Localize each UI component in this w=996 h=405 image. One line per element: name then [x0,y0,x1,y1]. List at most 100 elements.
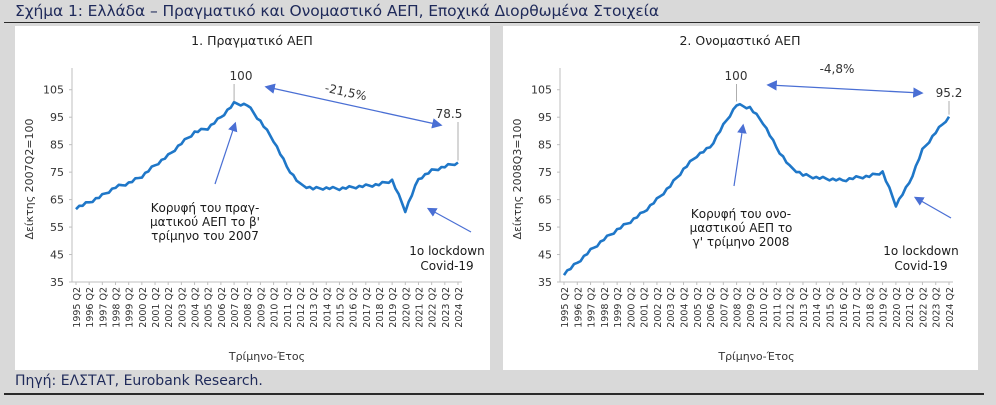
x-tick-label: 2011 Q2 [283,287,294,328]
x-tick-label: 2019 Q2 [388,287,399,328]
change-arrow [264,83,443,129]
peak-note-line: γ' τρίμηνο 2008 [693,235,790,249]
x-tick-label: 2018 Q2 [375,287,386,328]
y-tick-label: 55 [50,221,64,234]
x-tick-label: 2008 Q2 [733,287,744,328]
x-tick-label: 2002 Q2 [653,287,664,328]
x-tick-label: 2009 Q2 [256,287,267,328]
x-tick-label: 1997 Q2 [98,287,109,328]
x-tick-label: 2001 Q2 [640,287,651,328]
x-tick-label: 2007 Q2 [719,287,730,328]
x-tick-label: 2004 Q2 [191,287,202,328]
peak-note-line: μαστικού ΑΕΠ το [690,221,793,235]
x-axis-label: Τρίμηνο-Έτος [228,350,305,363]
peak-note-line: Κορυφή του ονο- [691,207,791,221]
x-tick-label: 1996 Q2 [85,287,96,328]
x-tick-label: 2023 Q2 [441,287,452,328]
change-label: -4,8% [820,62,855,76]
x-tick-label: 2009 Q2 [746,287,757,328]
x-tick-label: 2005 Q2 [204,287,215,328]
y-tick-label: 95 [538,111,552,124]
x-tick-label: 2015 Q2 [335,287,346,328]
x-tick-label: 1999 Q2 [613,287,624,328]
x-tick-label: 2012 Q2 [786,287,797,328]
y-axis-label: Δείκτης 2007Q2=100 [23,118,36,239]
x-tick-label: 1995 Q2 [560,287,571,328]
x-tick-label: 2003 Q2 [177,287,188,328]
x-tick-label: 2008 Q2 [243,287,254,328]
x-tick-label: 1998 Q2 [600,287,611,328]
chart-panel-nominal-gdp: 2. Ονομαστικό ΑΕΠ 35 45 55 65 75 85 95 105 Δείκτη… [503,26,978,370]
bottom-divider [4,393,984,395]
change-label: -21,5% [324,81,368,104]
x-tick-label: 2020 Q2 [892,287,903,328]
peak-note-line: Κορυφή του πραγ- [151,201,260,215]
x-tick-label: 2016 Q2 [839,287,850,328]
x-tick-label: 2023 Q2 [932,287,943,328]
y-tick-label: 35 [538,276,552,289]
x-tick-label: 2022 Q2 [428,287,439,328]
y-tick-label: 85 [50,139,64,152]
x-tick-label: 2014 Q2 [322,287,333,328]
x-tick-label: 2010 Q2 [270,287,281,328]
x-tick-label: 2006 Q2 [217,287,228,328]
covid-note-arrow [426,207,472,233]
y-tick-label: 75 [50,166,64,179]
covid-note-line: 1ο lockdown [409,244,484,258]
x-tick-label: 2005 Q2 [693,287,704,328]
y-tick-label: 75 [538,166,552,179]
chart-panel-real-gdp: 1. Πραγματικό ΑΕΠ 35 45 55 65 75 85 95 105 Δείκτη… [15,26,490,370]
x-tick-label: 2016 Q2 [349,287,360,328]
x-tick-label: 2007 Q2 [230,287,241,328]
y-tick-label: 45 [538,249,552,262]
peak-value-label: 100 [230,69,253,83]
x-tick-label: 2003 Q2 [666,287,677,328]
x-tick-label: 2021 Q2 [905,287,916,328]
x-tick-label: 2018 Q2 [865,287,876,328]
change-arrow [766,80,924,98]
y-axis-label: Δείκτης 2008Q3=100 [511,118,524,239]
series-line [562,102,951,276]
peak-value-label: 100 [725,69,748,83]
series-line [75,100,459,214]
x-tick-label: 2021 Q2 [414,287,425,328]
covid-note-line: Covid-19 [894,259,947,273]
x-tick-label: 2017 Q2 [852,287,863,328]
covid-note-line: Covid-19 [420,259,473,273]
x-tick-label: 2004 Q2 [679,287,690,328]
source-note: Πηγή: ΕΛΣΤΑΤ, Eurobank Research. [15,373,263,389]
y-tick-label: 45 [50,249,64,262]
figure-title: Σχήμα 1: Ελλάδα – Πραγματικό και Ονομαστ… [15,2,659,20]
y-tick-label: 105 [531,84,552,97]
x-tick-label: 1998 Q2 [112,287,123,328]
y-tick-label: 105 [43,84,64,97]
x-tick-label: 2000 Q2 [626,287,637,328]
x-tick-label: 2024 Q2 [945,287,956,328]
peak-note-arrow [214,121,238,185]
x-tick-label: 2024 Q2 [454,287,465,328]
x-tick-label: 2001 Q2 [151,287,162,328]
x-tick-label: 1995 Q2 [72,287,83,328]
x-tick-label: 2000 Q2 [138,287,149,328]
y-tick-label: 65 [50,194,64,207]
x-tick-label: 2012 Q2 [296,287,307,328]
x-tick-label: 1996 Q2 [573,287,584,328]
covid-note-line: 1ο lockdown [883,244,958,258]
chart-title: 2. Ονομαστικό ΑΕΠ [679,33,800,48]
peak-note-line: τρίμηνο του 2007 [151,229,259,243]
x-tick-label: 2019 Q2 [879,287,890,328]
y-tick-label: 55 [538,221,552,234]
x-tick-label: 2020 Q2 [401,287,412,328]
peak-note-arrow [733,123,747,187]
y-tick-label: 65 [538,194,552,207]
top-divider [4,22,980,23]
x-tick-label: 2017 Q2 [362,287,373,328]
y-tick-label: 95 [50,111,64,124]
x-tick-label: 2006 Q2 [706,287,717,328]
x-tick-label: 2013 Q2 [309,287,320,328]
x-tick-label: 2002 Q2 [164,287,175,328]
x-tick-label: 2013 Q2 [799,287,810,328]
x-tick-label: 2015 Q2 [826,287,837,328]
chart-title: 1. Πραγματικό ΑΕΠ [191,33,313,48]
y-tick-label: 35 [50,276,64,289]
